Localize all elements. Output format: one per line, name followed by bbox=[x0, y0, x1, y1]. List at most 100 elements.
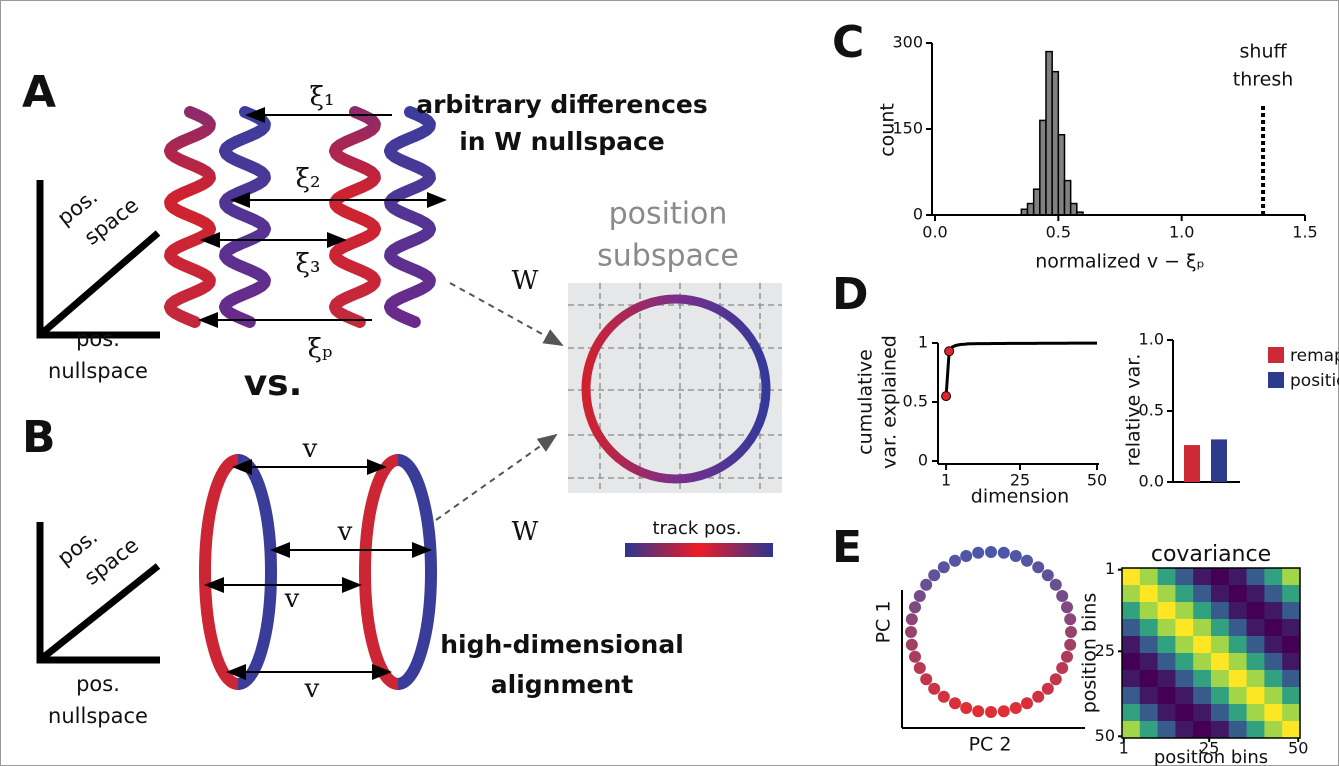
heat-cell bbox=[1264, 636, 1282, 654]
heat-cell bbox=[1140, 568, 1158, 586]
heat-cell bbox=[1229, 636, 1247, 654]
heat-cell bbox=[1193, 704, 1211, 722]
heat-cell bbox=[1247, 721, 1265, 739]
y-axis-label: relative var. bbox=[1123, 354, 1145, 467]
heat-cell bbox=[1247, 687, 1265, 705]
heat-cell bbox=[1229, 619, 1247, 637]
heat-cell bbox=[1175, 636, 1193, 654]
x-tick-label: 50 bbox=[1288, 739, 1308, 758]
heat-cell bbox=[1193, 636, 1211, 654]
axis-icon-label: nullspace bbox=[48, 359, 148, 383]
y-axis-label: count bbox=[877, 103, 899, 157]
heat-cell bbox=[1211, 619, 1229, 637]
heat-cell bbox=[1193, 653, 1211, 671]
heat-cell bbox=[1140, 670, 1158, 688]
scatter-point bbox=[905, 626, 917, 638]
heat-cell bbox=[1140, 687, 1158, 705]
heat-cell bbox=[1264, 721, 1282, 739]
heat-cell bbox=[1229, 653, 1247, 671]
y-tick-label: 1 bbox=[918, 333, 928, 352]
caption: arbitrary differences bbox=[416, 90, 708, 119]
x-axis-label: PC 2 bbox=[969, 734, 1012, 756]
scatter-point bbox=[1061, 601, 1073, 613]
heat-cell bbox=[1211, 721, 1229, 739]
heat-cell bbox=[1282, 619, 1300, 637]
x-axis-label: dimension bbox=[971, 486, 1069, 508]
heat-cell bbox=[1229, 704, 1247, 722]
hist-bar bbox=[1065, 181, 1071, 215]
heat-cell bbox=[1282, 636, 1300, 654]
scatter-point bbox=[1042, 683, 1054, 695]
heat-cell bbox=[1193, 585, 1211, 603]
panel-letter: B bbox=[22, 412, 56, 463]
scatter-point bbox=[938, 561, 950, 573]
y-axis-label: position bins bbox=[1079, 593, 1101, 714]
heat-cell bbox=[1282, 602, 1300, 620]
heat-cell bbox=[1122, 670, 1140, 688]
legend-label: remap bbox=[1290, 346, 1339, 366]
heat-cell bbox=[1282, 568, 1300, 586]
heat-cell bbox=[1175, 721, 1193, 739]
versus: vs. bbox=[244, 363, 303, 404]
heat-cell bbox=[1175, 687, 1193, 705]
x-tick-label: 1.5 bbox=[1292, 223, 1317, 242]
scatter-point bbox=[1061, 651, 1073, 663]
heat-cell bbox=[1229, 585, 1247, 603]
heat-cell bbox=[1211, 602, 1229, 620]
heat-cell bbox=[1282, 687, 1300, 705]
heat-cell bbox=[1211, 687, 1229, 705]
heat-cell bbox=[1122, 619, 1140, 637]
y-tick-label: 0.0 bbox=[1139, 472, 1164, 491]
point-marker bbox=[942, 392, 951, 401]
heat-cell bbox=[1264, 619, 1282, 637]
manifold-b bbox=[205, 460, 431, 684]
heat-cell bbox=[1264, 687, 1282, 705]
wave-tube bbox=[225, 112, 265, 322]
heat-cell bbox=[1158, 687, 1176, 705]
subspace-title: position bbox=[609, 197, 728, 232]
scatter-point bbox=[909, 651, 921, 663]
heat-cell bbox=[1158, 602, 1176, 620]
heat-cell bbox=[1211, 670, 1229, 688]
caption: alignment bbox=[491, 670, 634, 699]
heat-cell bbox=[1247, 602, 1265, 620]
hist-bar bbox=[1071, 204, 1077, 215]
x-tick-label: 50 bbox=[1087, 471, 1107, 490]
y-axis-label: cumulative bbox=[855, 349, 877, 455]
scatter-point bbox=[960, 550, 972, 562]
scatter-point bbox=[938, 691, 950, 703]
hist-bar bbox=[1046, 52, 1052, 215]
heat-cell bbox=[1247, 568, 1265, 586]
heat-cell bbox=[1264, 602, 1282, 620]
charts: 0.00.51.01.50150300shuffthreshcountnorma… bbox=[855, 33, 1339, 766]
scatter-point bbox=[914, 590, 926, 602]
y-tick-label: 300 bbox=[892, 33, 923, 52]
heat-cell bbox=[1175, 602, 1193, 620]
heat-cell bbox=[1282, 585, 1300, 603]
colorbar bbox=[625, 543, 773, 557]
panel-letter: A bbox=[22, 67, 56, 118]
axes-icon bbox=[40, 180, 160, 660]
heat-cell bbox=[1211, 704, 1229, 722]
caption: in W nullspace bbox=[459, 127, 665, 156]
heat-cell bbox=[1229, 687, 1247, 705]
heat-cell bbox=[1211, 653, 1229, 671]
heat-cell bbox=[1247, 585, 1265, 603]
heat-cell bbox=[1282, 721, 1300, 739]
map-label: W bbox=[512, 517, 539, 547]
y-tick-label: 50 bbox=[1095, 726, 1115, 745]
scatter-point bbox=[985, 546, 997, 558]
hist-bar bbox=[1058, 135, 1064, 215]
y-tick-label: 1.0 bbox=[1139, 330, 1164, 349]
scatter-point bbox=[1032, 561, 1044, 573]
panel-letter: C bbox=[832, 17, 864, 68]
y-axis-label: PC 1 bbox=[873, 601, 895, 644]
heat-cell bbox=[1247, 653, 1265, 671]
y-tick-label: 1 bbox=[1105, 559, 1115, 578]
scatter-point bbox=[949, 555, 961, 567]
y-axis-label: var. explained bbox=[879, 335, 901, 469]
heat-cell bbox=[1282, 653, 1300, 671]
heat-cell bbox=[1122, 704, 1140, 722]
xi-label: ξₚ bbox=[308, 334, 333, 364]
scatter-point bbox=[928, 683, 940, 695]
